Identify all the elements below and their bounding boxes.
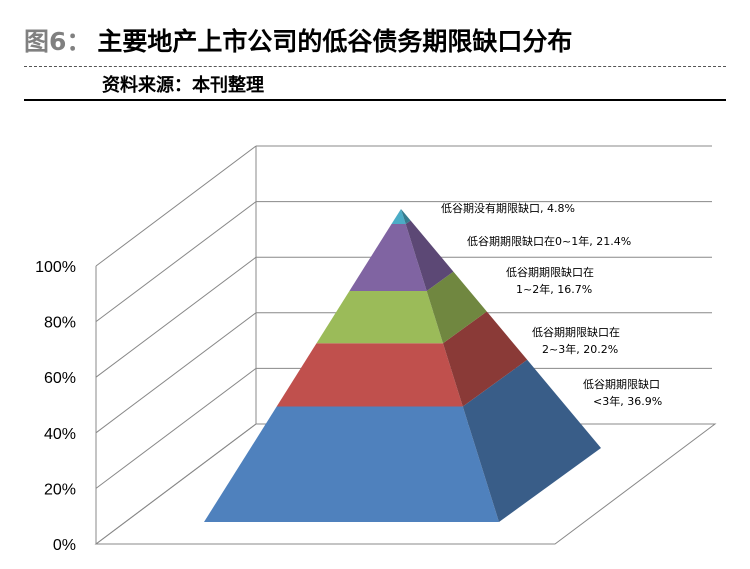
title-row: 图6： 主要地产上市公司的低谷债务期限缺口分布 <box>24 22 572 66</box>
header-rule <box>24 99 726 101</box>
pyramid-layer-side <box>462 359 601 522</box>
pyramid-layer-side <box>443 311 528 407</box>
gridline-side <box>95 312 257 434</box>
source-note: 资料来源：本刊整理 <box>102 75 264 96</box>
y-tick-label: 80% <box>44 315 76 332</box>
figure-header: 图6： 主要地产上市公司的低谷债务期限缺口分布 资料来源：本刊整理 <box>24 0 726 101</box>
pyramid-layer-side <box>426 271 487 344</box>
pyramid-layer-front <box>349 224 427 291</box>
dashed-divider <box>24 66 726 67</box>
pyramid-layer-side <box>401 209 411 224</box>
pyramid-layer-front <box>276 343 463 407</box>
figure-label: 图6： <box>24 27 92 56</box>
gridline-side <box>95 367 257 489</box>
y-tick-label: 0% <box>53 537 76 554</box>
gridline-side <box>95 145 257 267</box>
pyramid <box>204 209 601 522</box>
data-label-line: 低谷期没有期限缺口, 4.8% <box>441 201 575 215</box>
pyramid-layer-front <box>204 406 499 522</box>
data-label-line: 低谷期期限缺口在 <box>532 325 620 339</box>
data-label: 低谷期期限缺口 <3年, 36.9% <box>583 377 662 408</box>
data-label-line: 低谷期期限缺口在 <box>506 265 594 279</box>
y-tick-label: 60% <box>44 370 76 387</box>
y-axis-ticks: 0% 20% 40% 60% 80% 100% <box>35 259 76 554</box>
gridline-side <box>95 201 257 323</box>
data-label-line: 低谷期期限缺口 <box>583 377 660 391</box>
data-label-line: 1~2年, 16.7% <box>516 282 592 296</box>
pyramid-layer-front <box>391 209 406 224</box>
data-label: 低谷期期限缺口在0~1年, 21.4% <box>467 234 631 248</box>
data-labels: 低谷期期限缺口<3年, 36.9%低谷期期限缺口在 2~3年, 20.2%低谷期期… <box>441 201 662 408</box>
pyramid-layer-side <box>405 220 454 291</box>
y-tick-label: 20% <box>44 481 76 498</box>
data-label: 低谷期期限缺口在 1~2年, 16.7% <box>506 265 594 296</box>
data-label: 低谷期没有期限缺口, 4.8% <box>441 201 575 215</box>
y-tick-label: 100% <box>35 259 76 276</box>
data-label: 低谷期期限缺口在 2~3年, 20.2% <box>532 325 620 356</box>
data-label-line: 2~3年, 20.2% <box>542 342 618 356</box>
pyramid-layer-front <box>316 291 443 344</box>
data-label-line: <3年, 36.9% <box>593 394 662 408</box>
gridline-side <box>95 423 257 545</box>
gridline-side <box>95 256 257 378</box>
data-label-line: 低谷期期限缺口在0~1年, 21.4% <box>467 234 631 248</box>
chart-title: 主要地产上市公司的低谷债务期限缺口分布 <box>97 27 573 56</box>
y-tick-label: 40% <box>44 426 76 443</box>
